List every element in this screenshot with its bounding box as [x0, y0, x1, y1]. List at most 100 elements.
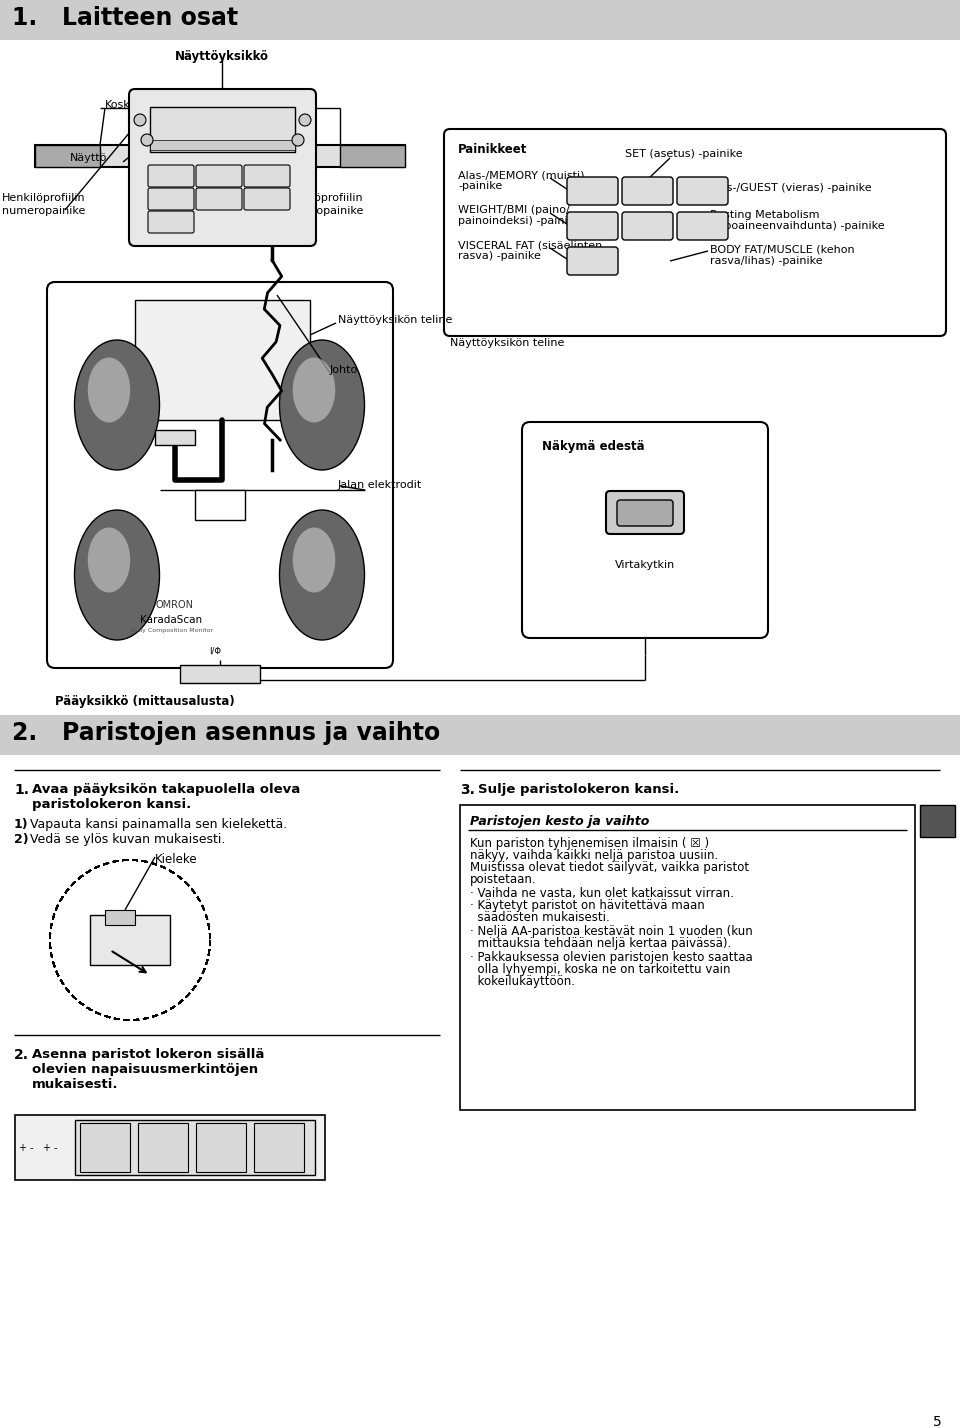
Bar	[105, 910, 135, 925]
Text: 5: 5	[932, 1415, 942, 1428]
Text: -: -	[118, 1127, 122, 1137]
Text: VISCERAL
FAT: VISCERAL FAT	[159, 216, 182, 226]
Text: olevien napaisuusmerkintöjen: olevien napaisuusmerkintöjen	[32, 1062, 258, 1077]
Text: mittauksia tehdään neljä kertaa päivässä).: mittauksia tehdään neljä kertaa päivässä…	[470, 937, 732, 950]
Ellipse shape	[87, 357, 131, 423]
Text: · Pakkauksessa olevien paristojen kesto saattaa: · Pakkauksessa olevien paristojen kesto …	[470, 951, 753, 964]
Text: paristolokeron kansi.: paristolokeron kansi.	[32, 798, 191, 811]
Text: +: +	[199, 1127, 207, 1137]
Bar	[15, 1115, 325, 1180]
FancyBboxPatch shape	[622, 211, 673, 240]
Text: BODY FAT/MUSCLE (kehon: BODY FAT/MUSCLE (kehon	[710, 246, 854, 256]
Text: Kosketuselektrodit: Kosketuselektrodit	[105, 100, 208, 110]
FancyBboxPatch shape	[567, 211, 618, 240]
Bar	[90, 915, 170, 965]
Text: 3.: 3.	[460, 783, 475, 797]
Bar	[254, 1122, 304, 1172]
Circle shape	[141, 134, 153, 146]
FancyBboxPatch shape	[677, 211, 728, 240]
Text: Vedä se ylös kuvan mukaisesti.: Vedä se ylös kuvan mukaisesti.	[30, 833, 226, 845]
Text: rasva) -painike: rasva) -painike	[458, 251, 540, 261]
Bar	[0, 0, 960, 40]
Text: Jalan elektrodit: Jalan elektrodit	[338, 480, 422, 490]
Text: · Neljä AA-paristoa kestävät noin 1 vuoden (kun: · Neljä AA-paristoa kestävät noin 1 vuod…	[470, 925, 753, 938]
Text: 1.   Laitteen osat: 1. Laitteen osat	[12, 6, 238, 30]
Bar	[35, 146, 405, 167]
Bar	[920, 805, 955, 837]
Bar	[195, 490, 245, 520]
Text: · Vaihda ne vasta, kun olet katkaissut virran.: · Vaihda ne vasta, kun olet katkaissut v…	[470, 887, 733, 900]
Text: MUSCLE: MUSCLE	[636, 226, 657, 231]
Bar	[196, 1122, 246, 1172]
Text: 2.: 2.	[14, 1048, 29, 1062]
Text: · Käytetyt paristot on hävitettävä maan: · Käytetyt paristot on hävitettävä maan	[470, 900, 705, 912]
Text: Näkymä edestä: Näkymä edestä	[542, 440, 644, 453]
Text: 1.: 1.	[14, 783, 29, 797]
Bar	[135, 300, 310, 420]
Text: säädösten mukaisesti.: säädösten mukaisesti.	[470, 911, 610, 924]
Text: SET: SET	[214, 169, 224, 174]
Circle shape	[134, 114, 146, 126]
Text: +: +	[42, 1142, 50, 1152]
Text: -: -	[30, 1142, 34, 1152]
Text: Virtakytkin: Virtakytkin	[614, 560, 675, 570]
Text: Näyttöyksikön teline: Näyttöyksikön teline	[338, 316, 452, 326]
Text: Kun pariston tyhjenemisen ilmaisin ( ☒ ): Kun pariston tyhjenemisen ilmaisin ( ☒ )	[470, 837, 709, 850]
Bar	[138, 1122, 188, 1172]
Bar	[340, 146, 405, 167]
Ellipse shape	[293, 357, 335, 423]
Text: MEMORY: MEMORY	[579, 190, 601, 196]
Text: Vapauta kansi painamalla sen kielekettä.: Vapauta kansi painamalla sen kielekettä.	[30, 818, 287, 831]
Text: poistetaan.: poistetaan.	[470, 873, 537, 885]
FancyBboxPatch shape	[129, 89, 316, 246]
Bar	[180, 665, 260, 683]
Bar	[150, 140, 295, 150]
Text: numeropainike: numeropainike	[280, 206, 364, 216]
Bar	[155, 430, 195, 446]
Text: Last Value: Last Value	[207, 146, 236, 150]
Text: GUEST: GUEST	[259, 169, 276, 174]
Bar	[0, 715, 960, 755]
Text: Sulje paristolokeron kansi.: Sulje paristolokeron kansi.	[478, 783, 680, 795]
Text: Alas-/MEMORY (muisti): Alas-/MEMORY (muisti)	[458, 170, 585, 180]
Text: MEMORY: MEMORY	[160, 169, 181, 174]
Text: FI: FI	[929, 810, 945, 824]
Text: Henkilöprofiilin: Henkilöprofiilin	[2, 193, 85, 203]
Text: kokeilukäyttöön.: kokeilukäyttöön.	[470, 975, 575, 988]
Text: Näyttö: Näyttö	[70, 153, 108, 163]
Text: Henkilöprofiilin: Henkilöprofiilin	[280, 193, 364, 203]
FancyBboxPatch shape	[606, 491, 684, 534]
Ellipse shape	[293, 527, 335, 593]
Text: WEIGHT/BMI (paino/: WEIGHT/BMI (paino/	[458, 206, 569, 216]
Text: olla lyhyempi, koska ne on tarkoitettu vain: olla lyhyempi, koska ne on tarkoitettu v…	[470, 962, 731, 975]
Text: numeropainike: numeropainike	[2, 206, 85, 216]
FancyBboxPatch shape	[196, 166, 242, 187]
Ellipse shape	[87, 527, 131, 593]
Text: 3: 3	[302, 116, 306, 121]
Text: Muistissa olevat tiedot säilyvät, vaikka paristot: Muistissa olevat tiedot säilyvät, vaikka…	[470, 861, 749, 874]
Text: Ylös-/GUEST (vieras) -painike: Ylös-/GUEST (vieras) -painike	[710, 183, 872, 193]
Circle shape	[292, 134, 304, 146]
Text: WEIGHT: WEIGHT	[578, 218, 606, 223]
Text: -painike: -painike	[458, 181, 502, 191]
Text: OMRON: OMRON	[155, 600, 193, 610]
Text: ▲: ▲	[700, 183, 705, 188]
Text: Kieleke: Kieleke	[155, 853, 198, 865]
Text: Paristojen kesto ja vaihto: Paristojen kesto ja vaihto	[470, 815, 649, 828]
FancyBboxPatch shape	[148, 188, 194, 210]
FancyBboxPatch shape	[444, 129, 946, 336]
FancyBboxPatch shape	[522, 423, 768, 638]
Text: Painikkeet: Painikkeet	[458, 143, 527, 156]
FancyBboxPatch shape	[677, 177, 728, 206]
Ellipse shape	[75, 510, 159, 640]
Text: 1: 1	[137, 116, 141, 121]
Text: Resting Metabolism: Resting Metabolism	[710, 210, 820, 220]
FancyBboxPatch shape	[47, 281, 393, 668]
Text: 4: 4	[295, 136, 300, 141]
Text: SET (asetus) -painike: SET (asetus) -painike	[625, 149, 743, 159]
Text: RM kcal: RM kcal	[257, 191, 276, 197]
Text: painoindeksi) -painike: painoindeksi) -painike	[458, 216, 581, 226]
Ellipse shape	[279, 510, 365, 640]
Text: ▼: ▼	[589, 183, 594, 188]
FancyBboxPatch shape	[567, 177, 618, 206]
